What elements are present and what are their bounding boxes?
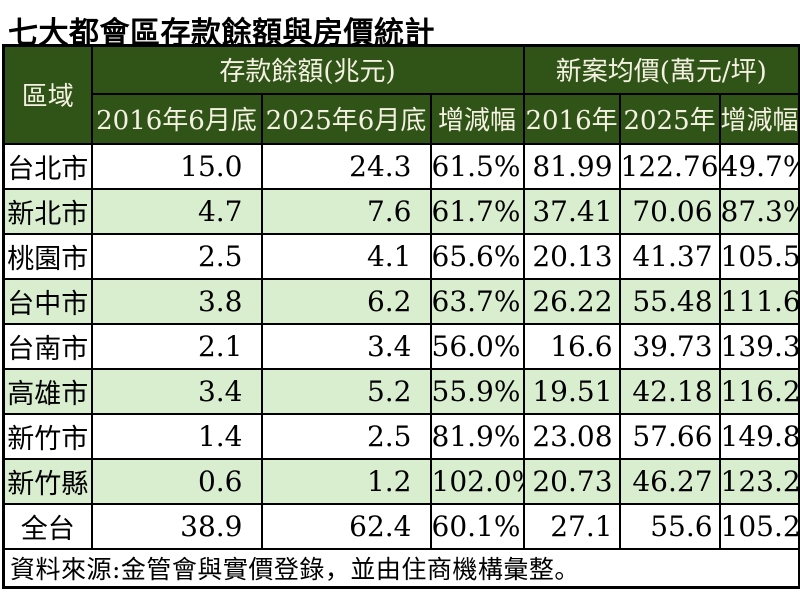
deposit-2025-cell: 6.2 <box>260 277 432 325</box>
deposit-2016-cell: 38.9 <box>90 502 263 550</box>
table-row-tainan: 台南市 2.1 3.4 56.0% 16.6 39.73 139.3% <box>2 322 800 370</box>
price-2016-cell: 81.99 <box>522 142 621 190</box>
deposit-2025-cell: 2.5 <box>260 412 432 460</box>
table-row-hsinchu-city: 新竹市 1.4 2.5 81.9% 23.08 57.66 149.8% <box>2 412 800 460</box>
region-cell: 新竹市 <box>2 412 93 460</box>
deposit-2025-cell: 5.2 <box>260 367 432 415</box>
deposit-2016-cell: 0.6 <box>90 457 263 505</box>
deposit-2016-cell: 1.4 <box>90 412 263 460</box>
deposit-2025-cell: 24.3 <box>260 142 432 190</box>
region-cell: 台中市 <box>2 277 93 325</box>
price-2025-cell: 55.6 <box>618 502 721 550</box>
deposit-change-cell: 65.6% <box>429 232 525 280</box>
price-change-cell: 49.7% <box>718 142 800 190</box>
deposit-change-cell: 63.7% <box>429 277 525 325</box>
price-change-cell: 111.6% <box>718 277 800 325</box>
deposit-change-cell: 55.9% <box>429 367 525 415</box>
deposit-2016-cell: 3.8 <box>90 277 263 325</box>
price-2016-cell: 19.51 <box>522 367 621 415</box>
table-row-taipei: 台北市 15.0 24.3 61.5% 81.99 122.76 49.7% <box>2 142 800 190</box>
price-2016-cell: 27.1 <box>522 502 621 550</box>
deposit-2025-cell: 1.2 <box>260 457 432 505</box>
page-title: 七大都會區存款餘額與房價統計 <box>8 16 435 51</box>
price-change-cell: 105.2% <box>718 502 800 550</box>
price-2025-cell: 41.37 <box>618 232 721 280</box>
table-row-newtaipei: 新北市 4.7 7.6 61.7% 37.41 70.06 87.3% <box>2 187 800 235</box>
region-cell: 高雄市 <box>2 367 93 415</box>
region-cell: 新竹縣 <box>2 457 93 505</box>
price-change-cell: 87.3% <box>718 187 800 235</box>
header-price-2016: 2016年 <box>522 92 621 145</box>
price-2025-cell: 46.27 <box>618 457 721 505</box>
region-cell: 桃園市 <box>2 232 93 280</box>
region-cell: 新北市 <box>2 187 93 235</box>
region-cell: 台南市 <box>2 322 93 370</box>
table-row-total: 全台 38.9 62.4 60.1% 27.1 55.6 105.2% <box>2 502 800 550</box>
price-2016-cell: 26.22 <box>522 277 621 325</box>
header-sub-row: 2016年6月底 2025年6月底 增減幅 2016年 2025年 增減幅 <box>4 92 800 145</box>
deposit-2016-cell: 2.5 <box>90 232 263 280</box>
price-change-cell: 139.3% <box>718 322 800 370</box>
region-cell: 台北市 <box>2 142 93 190</box>
deposit-change-cell: 61.5% <box>429 142 525 190</box>
price-2016-cell: 20.73 <box>522 457 621 505</box>
header-price-2025: 2025年 <box>618 92 721 145</box>
price-2025-cell: 57.66 <box>618 412 721 460</box>
deposit-2016-cell: 3.4 <box>90 367 263 415</box>
data-source-note: 資料來源:金管會與實價登錄，並由住商機構彙整。 <box>2 547 800 589</box>
price-2016-cell: 23.08 <box>522 412 621 460</box>
price-change-cell: 105.5% <box>718 232 800 280</box>
price-2016-cell: 37.41 <box>522 187 621 235</box>
deposit-change-cell: 60.1% <box>429 502 525 550</box>
source-row: 資料來源:金管會與實價登錄，並由住商機構彙整。 <box>2 547 800 589</box>
header-deposit-2016: 2016年6月底 <box>90 92 263 145</box>
price-2025-cell: 122.76 <box>618 142 721 190</box>
table-row-hsinchu-county: 新竹縣 0.6 1.2 102.0% 20.73 46.27 123.2% <box>2 457 800 505</box>
header-region: 區域 <box>2 44 93 145</box>
deposit-2016-cell: 4.7 <box>90 187 263 235</box>
price-2025-cell: 55.48 <box>618 277 721 325</box>
header-deposit-change: 增減幅 <box>429 92 525 145</box>
price-2025-cell: 70.06 <box>618 187 721 235</box>
table-body: 台北市 15.0 24.3 61.5% 81.99 122.76 49.7% 新… <box>2 142 800 589</box>
price-2016-cell: 16.6 <box>522 322 621 370</box>
price-change-cell: 149.8% <box>718 412 800 460</box>
header-group-deposit: 存款餘額(兆元) <box>90 44 525 95</box>
deposit-2025-cell: 7.6 <box>260 187 432 235</box>
header-deposit-2025: 2025年6月底 <box>260 92 432 145</box>
stats-table: 區域 存款餘額(兆元) 新案均價(萬元/坪) 2016年6月底 2025年6月底… <box>2 44 800 589</box>
price-change-cell: 116.2% <box>718 367 800 415</box>
deposit-2025-cell: 62.4 <box>260 502 432 550</box>
table-row-taichung: 台中市 3.8 6.2 63.7% 26.22 55.48 111.6% <box>2 277 800 325</box>
deposit-change-cell: 102.0% <box>429 457 525 505</box>
price-2025-cell: 39.73 <box>618 322 721 370</box>
header-group-row: 區域 存款餘額(兆元) 新案均價(萬元/坪) <box>2 44 800 145</box>
table-header: 區域 存款餘額(兆元) 新案均價(萬元/坪) 2016年6月底 2025年6月底… <box>2 44 800 145</box>
table-row-kaohsiung: 高雄市 3.4 5.2 55.9% 19.51 42.18 116.2% <box>2 367 800 415</box>
deposit-change-cell: 81.9% <box>429 412 525 460</box>
price-change-cell: 123.2% <box>718 457 800 505</box>
header-group-price: 新案均價(萬元/坪) <box>522 44 800 95</box>
deposit-2016-cell: 15.0 <box>90 142 263 190</box>
price-2016-cell: 20.13 <box>522 232 621 280</box>
deposit-2016-cell: 2.1 <box>90 322 263 370</box>
region-cell: 全台 <box>2 502 93 550</box>
table-row-taoyuan: 桃園市 2.5 4.1 65.6% 20.13 41.37 105.5% <box>2 232 800 280</box>
deposit-change-cell: 61.7% <box>429 187 525 235</box>
deposit-2025-cell: 4.1 <box>260 232 432 280</box>
header-price-change: 增減幅 <box>718 92 800 145</box>
price-2025-cell: 42.18 <box>618 367 721 415</box>
deposit-2025-cell: 3.4 <box>260 322 432 370</box>
deposit-change-cell: 56.0% <box>429 322 525 370</box>
